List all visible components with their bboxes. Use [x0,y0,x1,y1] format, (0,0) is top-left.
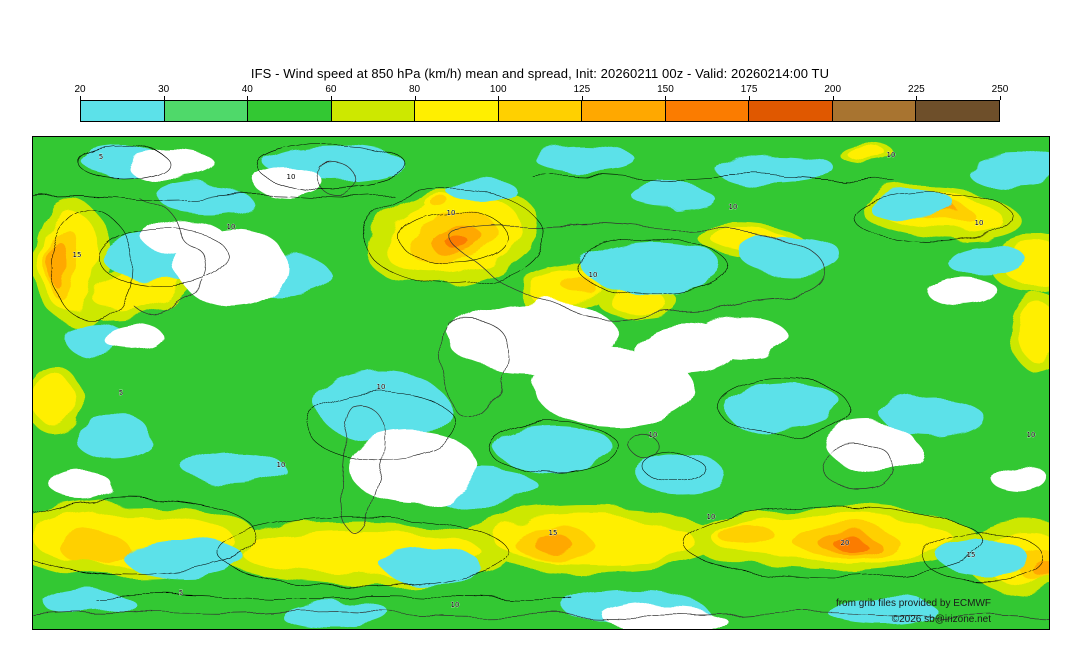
colorbar-tick-mark [916,96,918,100]
contour-label: 15 [549,529,558,537]
colorbar-tick-mark [832,96,834,100]
colorbar [80,100,1000,122]
contour-label: 5 [119,389,123,397]
colorbar-tick-label: 20 [74,84,86,95]
colorbar-tick-mark [80,96,81,100]
colorbar-segment [163,101,248,121]
colorbar-segment [581,101,665,121]
contour-label: 5 [99,153,103,161]
colorbar-segment [915,101,1000,121]
colorbar-tick-label: 100 [489,84,507,95]
colorbar-segment [664,101,749,121]
colorbar-tick-mark [581,96,583,100]
colorbar-tick-label: 30 [158,84,170,95]
colorbar-tick-mark [247,96,249,100]
contour-label: 10 [649,431,658,439]
colorbar-ticks: 20 30 40 60 80 100 125 150 175 200 225 250 [74,84,1008,100]
colorbar-tick-label: 225 [908,84,925,95]
wind-field-deep-orange [445,236,865,550]
wind-field-cyan [48,144,1049,626]
contour-label: 10 [1027,431,1036,439]
colorbar-segment [748,101,832,121]
contour-label: 15 [73,251,82,259]
contour-label: 10 [447,209,456,217]
contour-label: 10 [589,271,598,279]
wind-field-svg: 5 10 15 10 10 10 10 10 10 5 10 10 10 10 15 20 15 5 10 10 [33,137,1049,629]
contour-label: 5 [179,589,183,597]
colorbar-tick-label: 250 [991,84,1009,95]
colorbar-tick-label: 40 [241,84,253,95]
colorbar-tick-label: 80 [408,84,421,95]
colorbar-tick-label: 150 [657,84,674,95]
colorbar-tick-label: 125 [573,84,591,95]
colorbar-tick-label: 175 [740,84,758,95]
credit-ecmwf: from grib files provided by ECMWF [835,598,991,609]
contour-label: 10 [451,601,460,609]
colorbar-tick-label: 200 [824,84,842,95]
colorbar-tick-mark [498,96,500,100]
contour-label: 10 [707,513,716,521]
colorbar-segment [414,101,498,121]
colorbar-tick-mark [414,96,416,100]
credit-copyright: ©2026 sb@irizone.net [891,614,991,625]
colorbar-segment [330,101,415,121]
contour-label: 10 [975,219,984,227]
colorbar-tick-label: 60 [325,84,337,95]
contour-label: 10 [287,173,296,181]
coastlines [33,162,1049,618]
page-title: IFS - Wind speed at 850 hPa (km/h) mean … [250,66,830,81]
colorbar-tick-mark [665,96,667,100]
contour-label: 10 [227,223,236,231]
colorbar-tick-mark [1000,96,1001,100]
colorbar-segment [247,101,331,121]
wind-field-white [53,153,1046,629]
colorbar-tick-mark [163,96,165,100]
world-wind-map: 5 10 15 10 10 10 10 10 10 5 10 10 10 10 15 20 15 5 10 10 fr… [32,136,1050,630]
contour-label: 10 [729,203,738,211]
colorbar-tick-mark [749,96,751,100]
contour-label: 20 [841,539,850,547]
colorbar-segment [497,101,582,121]
contour-label: 10 [887,151,896,159]
contour-label: 15 [967,551,976,559]
contour-label: 10 [377,383,386,391]
spread-contours [33,144,1044,601]
colorbar-segment [81,101,164,121]
contour-label: 10 [277,461,286,469]
colorbar-tick-mark [330,96,332,100]
colorbar-segment [831,101,916,121]
